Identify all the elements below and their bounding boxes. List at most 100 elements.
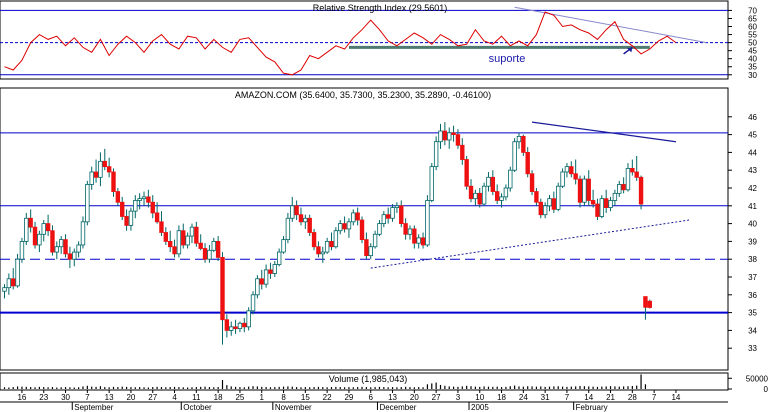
candle-body-113: [494, 191, 500, 201]
xaxis-day-label-24: 31: [541, 393, 550, 402]
rsi-ytick-label-65: 65: [748, 14, 757, 23]
candle-body-129: [564, 166, 570, 173]
candle-body-102: [447, 132, 452, 141]
candle-body-51: [224, 319, 230, 331]
candle-body-83: [364, 239, 369, 257]
xaxis-day-label-0: 16: [17, 393, 26, 402]
candle-body-146: [638, 176, 644, 205]
xaxis-day-label-28: 28: [628, 393, 637, 402]
price-layer: 33 34 35 36 37 38 39 40 41 42 43 44 45 46: [0, 113, 758, 353]
candle-body-47: [207, 249, 212, 260]
xaxis-day-label-30: 14: [671, 393, 680, 402]
xaxis-day-label-27: 21: [606, 393, 615, 402]
candle-body-99: [433, 141, 439, 168]
candle-body-144: [630, 168, 635, 173]
rsi-ytick-label-55: 55: [748, 31, 757, 40]
rsi-ytick-label-30: 30: [748, 71, 757, 80]
candle-body-97: [425, 200, 430, 246]
candle-body-33: [146, 196, 151, 203]
candle-body-82: [359, 219, 365, 241]
xaxis-day-label-3: 7: [85, 393, 90, 402]
price-trendline-0: [531, 121, 677, 143]
candle-body-48: [211, 240, 216, 251]
candle-body-145: [634, 171, 639, 178]
candle-body-53: [233, 326, 238, 330]
candle-body-139: [608, 200, 613, 208]
candle-body-15: [67, 253, 73, 260]
xaxis-month-label-2: November: [275, 403, 312, 412]
candle-body-70: [307, 217, 312, 233]
candle-body-122: [534, 191, 539, 203]
candle-body-32: [141, 196, 147, 200]
candle-body-112: [490, 176, 496, 192]
volume-ytick-label-1: 0: [764, 385, 769, 394]
price-ytick-label-39: 39: [748, 237, 757, 246]
candle-body-37: [163, 232, 169, 242]
rsi-trendline: [514, 6, 707, 44]
candle-body-124: [542, 205, 548, 216]
candle-body-39: [172, 246, 177, 255]
candle-body-72: [316, 246, 321, 255]
candle-body-85: [372, 233, 378, 248]
xaxis-month-label-5: February: [576, 403, 608, 412]
candle-body-84: [368, 246, 373, 257]
candle-body-66: [290, 205, 295, 219]
candle-body-101: [442, 130, 448, 141]
candle-body-106: [464, 159, 469, 187]
candle-body-118: [516, 135, 522, 143]
xaxis-month-label-3: December: [379, 403, 416, 412]
candle-body-10: [45, 223, 51, 232]
xaxis-day-label-11: 1: [260, 393, 265, 402]
xaxis-day-label-26: 14: [584, 393, 593, 402]
candle-body-36: [159, 221, 164, 233]
candle-body-87: [381, 214, 387, 224]
xaxis-day-label-10: 25: [235, 393, 244, 402]
candle-body-140: [612, 192, 618, 201]
candle-body-62: [272, 264, 278, 274]
price-ytick-label-41: 41: [748, 202, 757, 211]
candle-body-134: [586, 178, 591, 201]
candle-body-68: [298, 214, 304, 223]
rsi-ytick-label-60: 60: [748, 23, 757, 32]
candle-body-103: [451, 132, 456, 136]
candle-body-119: [521, 135, 526, 153]
candle-body-138: [603, 198, 609, 208]
candle-body-52: [229, 326, 234, 331]
candle-body-43: [189, 226, 195, 237]
candle-body-126: [551, 198, 557, 210]
candle-body-38: [167, 240, 173, 248]
candle-body-148: [647, 300, 652, 308]
candle-body-108: [473, 192, 478, 200]
candle-body-128: [560, 171, 565, 187]
xaxis-day-label-20: 3: [456, 393, 461, 402]
xaxis-day-label-6: 27: [148, 393, 157, 402]
price-ytick-label-45: 45: [748, 131, 757, 140]
volume-layer: 50000 0: [3, 374, 769, 394]
price-ytick-label-42: 42: [748, 184, 757, 193]
candle-body-79: [346, 221, 352, 230]
candle-body-61: [268, 269, 273, 274]
candle-body-19: [85, 184, 90, 223]
price-trendline-1: [370, 219, 690, 269]
candle-body-20: [89, 171, 94, 185]
candle-body-120: [525, 151, 530, 175]
candle-body-81: [355, 212, 360, 221]
candle-body-63: [276, 251, 282, 265]
rsi-ytick-label-35: 35: [748, 63, 757, 72]
xaxis-day-label-22: 18: [497, 393, 506, 402]
candle-body-93: [407, 228, 413, 235]
xaxis-day-label-25: 7: [565, 393, 570, 402]
xaxis-day-label-9: 18: [214, 393, 223, 402]
candle-body-17: [76, 244, 81, 253]
candle-body-16: [72, 251, 77, 260]
candle-body-31: [137, 198, 142, 201]
volume-panel-frame: [0, 372, 729, 391]
candle-body-133: [582, 178, 587, 203]
candle-body-18: [80, 221, 86, 246]
xaxis-day-label-14: 22: [323, 393, 332, 402]
candle-body-121: [529, 173, 535, 192]
candle-body-28: [124, 216, 129, 226]
price-ytick-label-44: 44: [748, 148, 757, 157]
